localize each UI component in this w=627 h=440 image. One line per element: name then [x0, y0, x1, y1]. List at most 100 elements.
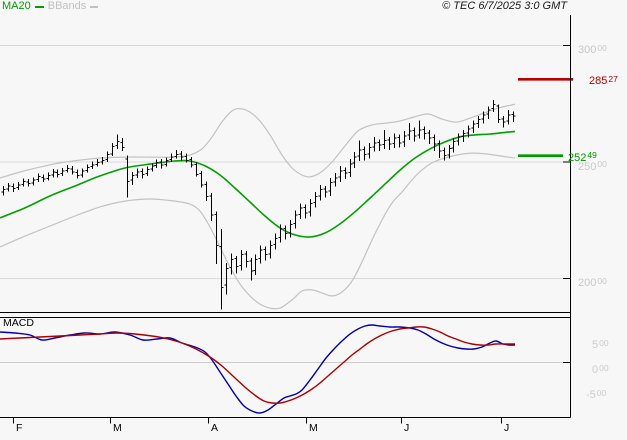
ohlc-bar: [456, 133, 461, 146]
price-marker-label-resistance: 28527: [589, 73, 618, 88]
macd-axis-tick-label: 000: [592, 362, 609, 376]
ohlc-bar: [447, 145, 452, 159]
ohlc-bar: [130, 171, 135, 185]
price-marker-label-support: 25249: [568, 150, 597, 164]
ohlc-bar: [422, 126, 427, 140]
price-axis-tick-label: 25000: [578, 159, 607, 173]
bollinger-upper-band-line: [0, 103, 516, 179]
ohlc-bar: [357, 140, 362, 161]
ohlc-bar: [263, 246, 268, 261]
ohlc-bar: [174, 149, 179, 159]
ohlc-bar: [239, 250, 244, 271]
ohlc-bar: [80, 168, 85, 178]
ohlc-bar: [249, 258, 254, 281]
ohlc-bar: [397, 134, 402, 148]
ohlc-bar: [506, 110, 511, 125]
ohlc-bar: [65, 164, 70, 173]
ohlc-bar: [298, 203, 303, 220]
ohlc-bar: [303, 204, 308, 219]
ohlc-bar: [100, 156, 105, 165]
ohlc-bar: [55, 169, 60, 178]
ohlc-bar: [511, 111, 516, 122]
ohlc-bar: [110, 142, 115, 157]
ohlc-bar: [6, 182, 11, 192]
ohlc-bar: [437, 140, 442, 159]
ohlc-bar: [328, 177, 333, 196]
ohlc-bar: [219, 229, 224, 310]
ohlc-bar: [318, 184, 323, 201]
legend-ma20-label[interactable]: MA20: [2, 0, 31, 12]
ohlc-bar: [273, 233, 278, 250]
ohlc-bar: [466, 125, 471, 138]
ohlc-bar: [496, 104, 501, 124]
ohlc-bar: [451, 138, 456, 153]
ohlc-bar: [491, 99, 496, 112]
ohlc-bar: [150, 163, 155, 172]
bollinger-lower-band-line: [0, 152, 516, 310]
ohlc-bar: [229, 253, 234, 275]
ohlc-bar: [268, 240, 273, 259]
ohlc-bar: [31, 177, 36, 186]
ohlc-bar: [338, 166, 343, 182]
ohlc-bar: [125, 155, 130, 198]
ohlc-bar: [145, 166, 150, 176]
x-axis-month-label: M: [113, 422, 122, 434]
ohlc-bar: [41, 174, 46, 183]
ohlc-bar: [204, 181, 209, 202]
ohlc-bar: [60, 168, 65, 176]
ohlc-bar: [486, 106, 491, 119]
ohlc-bar: [377, 139, 382, 152]
ohlc-bar: [46, 172, 51, 181]
ohlc-bar: [323, 185, 328, 198]
ohlc-bar: [382, 130, 387, 150]
x-axis-month-label: M: [309, 422, 318, 434]
ohlc-bar: [432, 134, 437, 152]
ohlc-bar: [75, 169, 80, 179]
ohlc-bar: [11, 183, 16, 192]
ohlc-bar: [135, 168, 140, 178]
ohlc-bar: [90, 161, 95, 169]
macd-line: [0, 324, 516, 414]
ohlc-bar: [140, 168, 145, 179]
ohlc-bar: [209, 192, 214, 221]
ohlc-bar: [417, 120, 422, 139]
ohlc-bar: [402, 131, 407, 147]
ohlc-bar: [164, 157, 169, 167]
ohlc-bar: [95, 159, 100, 167]
ohlc-bar: [36, 173, 41, 183]
x-axis-month-label: J: [404, 422, 410, 434]
ohlc-bar: [313, 191, 318, 208]
ohlc-bar: [120, 138, 125, 152]
ohlc-bar: [26, 178, 31, 187]
ohlc-bar: [184, 153, 189, 163]
ohlc-bar: [471, 120, 476, 133]
ohlc-bar: [179, 151, 184, 161]
ohlc-bar: [224, 262, 229, 295]
price-axis-tick-label: 20000: [578, 275, 607, 289]
ohlc-bar: [16, 182, 21, 190]
ohlc-bar: [352, 152, 357, 168]
ohlc-bar: [407, 123, 412, 140]
price-axis-tick-label: 30000: [578, 42, 607, 56]
ohlc-bar: [442, 147, 447, 161]
legend-bbands-label[interactable]: BBands: [47, 0, 87, 12]
x-axis-month-label: A: [211, 422, 219, 434]
ohlc-bar: [70, 166, 75, 175]
ohlc-bar: [343, 167, 348, 179]
ohlc-bar: [21, 178, 26, 187]
ohlc-bar: [214, 211, 219, 265]
ohlc-bar: [427, 130, 432, 145]
ohlc-bar: [481, 111, 486, 124]
ma20-line: [0, 130, 516, 238]
ohlc-bar: [194, 162, 199, 177]
macd-axis-tick-label: -500: [586, 387, 607, 401]
x-axis-month-label: F: [16, 422, 23, 434]
bbands-line-swatch-icon: [90, 5, 99, 8]
ohlc-bar: [1, 185, 6, 196]
x-axis-month-label: J: [504, 422, 510, 434]
ohlc-bar: [258, 245, 263, 264]
ohlc-bar: [392, 133, 397, 148]
ohlc-bar: [85, 164, 90, 173]
ohlc-bar: [362, 146, 367, 161]
